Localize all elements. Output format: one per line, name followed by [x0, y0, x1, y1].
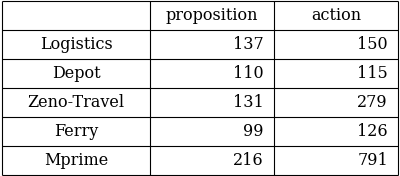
- Text: 150: 150: [357, 36, 388, 53]
- Text: Ferry: Ferry: [54, 123, 98, 140]
- Text: 137: 137: [233, 36, 264, 53]
- Text: 126: 126: [357, 123, 388, 140]
- Text: 791: 791: [357, 152, 388, 169]
- Text: proposition: proposition: [166, 7, 258, 24]
- Text: 115: 115: [357, 65, 388, 82]
- Text: 110: 110: [233, 65, 264, 82]
- Text: 216: 216: [233, 152, 264, 169]
- Text: 99: 99: [244, 123, 264, 140]
- Text: action: action: [311, 7, 361, 24]
- Text: Zeno-Travel: Zeno-Travel: [28, 94, 124, 111]
- Text: 131: 131: [233, 94, 264, 111]
- Text: Mprime: Mprime: [44, 152, 108, 169]
- Text: 279: 279: [357, 94, 388, 111]
- Text: Depot: Depot: [52, 65, 100, 82]
- Text: Logistics: Logistics: [40, 36, 112, 53]
